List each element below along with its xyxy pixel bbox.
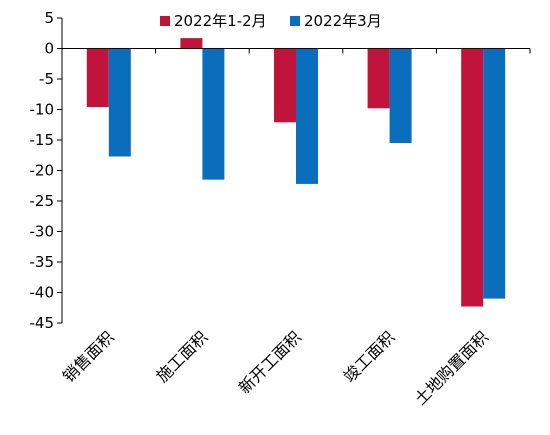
bar-series2-2 [296,48,318,184]
y-tick-label: -10 [30,101,55,119]
category-label: 土地购置面积 [411,327,492,408]
legend-swatch [290,16,300,26]
x-axis [61,48,531,54]
y-tick-label: 0 [44,40,54,58]
y-tick-label: -40 [30,284,55,302]
bar-series2-4 [483,48,506,299]
y-tick-label: -35 [30,253,55,271]
y-tick-label: -15 [30,131,55,149]
legend-swatch [160,16,170,26]
y-tick-label: -45 [30,314,55,332]
category-labels: 销售面积 施工面积 新开工面积 竣工面积 土地购置面积 [59,327,492,408]
bar-series1-1 [180,38,203,49]
bar-series2-1 [202,48,225,180]
y-tick-label: -20 [30,162,55,180]
y-tick-label: -5 [39,70,54,88]
category-label: 新开工面积 [235,327,305,397]
bar-series1-3 [367,48,390,109]
bar-series1-0 [86,48,109,108]
bar-series1-2 [274,48,296,123]
category-label: 竣工面积 [340,327,399,386]
y-tick-label: -25 [30,192,55,210]
y-tick-label: -30 [30,223,55,241]
bar-series2-3 [389,48,412,144]
bars [86,38,506,307]
category-label: 施工面积 [153,327,212,386]
legend-label: 2022年3月 [304,12,382,30]
category-label: 销售面积 [59,327,118,386]
y-tick-label: 5 [44,9,54,27]
y-axis: 5 0 -5 -10 -15 -20 -25 -30 -35 -40 -45 [30,9,63,332]
bar-series1-4 [461,48,484,307]
legend: 2022年1-2月 2022年3月 [160,12,382,30]
bar-series2-0 [108,48,131,157]
legend-label: 2022年1-2月 [174,12,267,30]
